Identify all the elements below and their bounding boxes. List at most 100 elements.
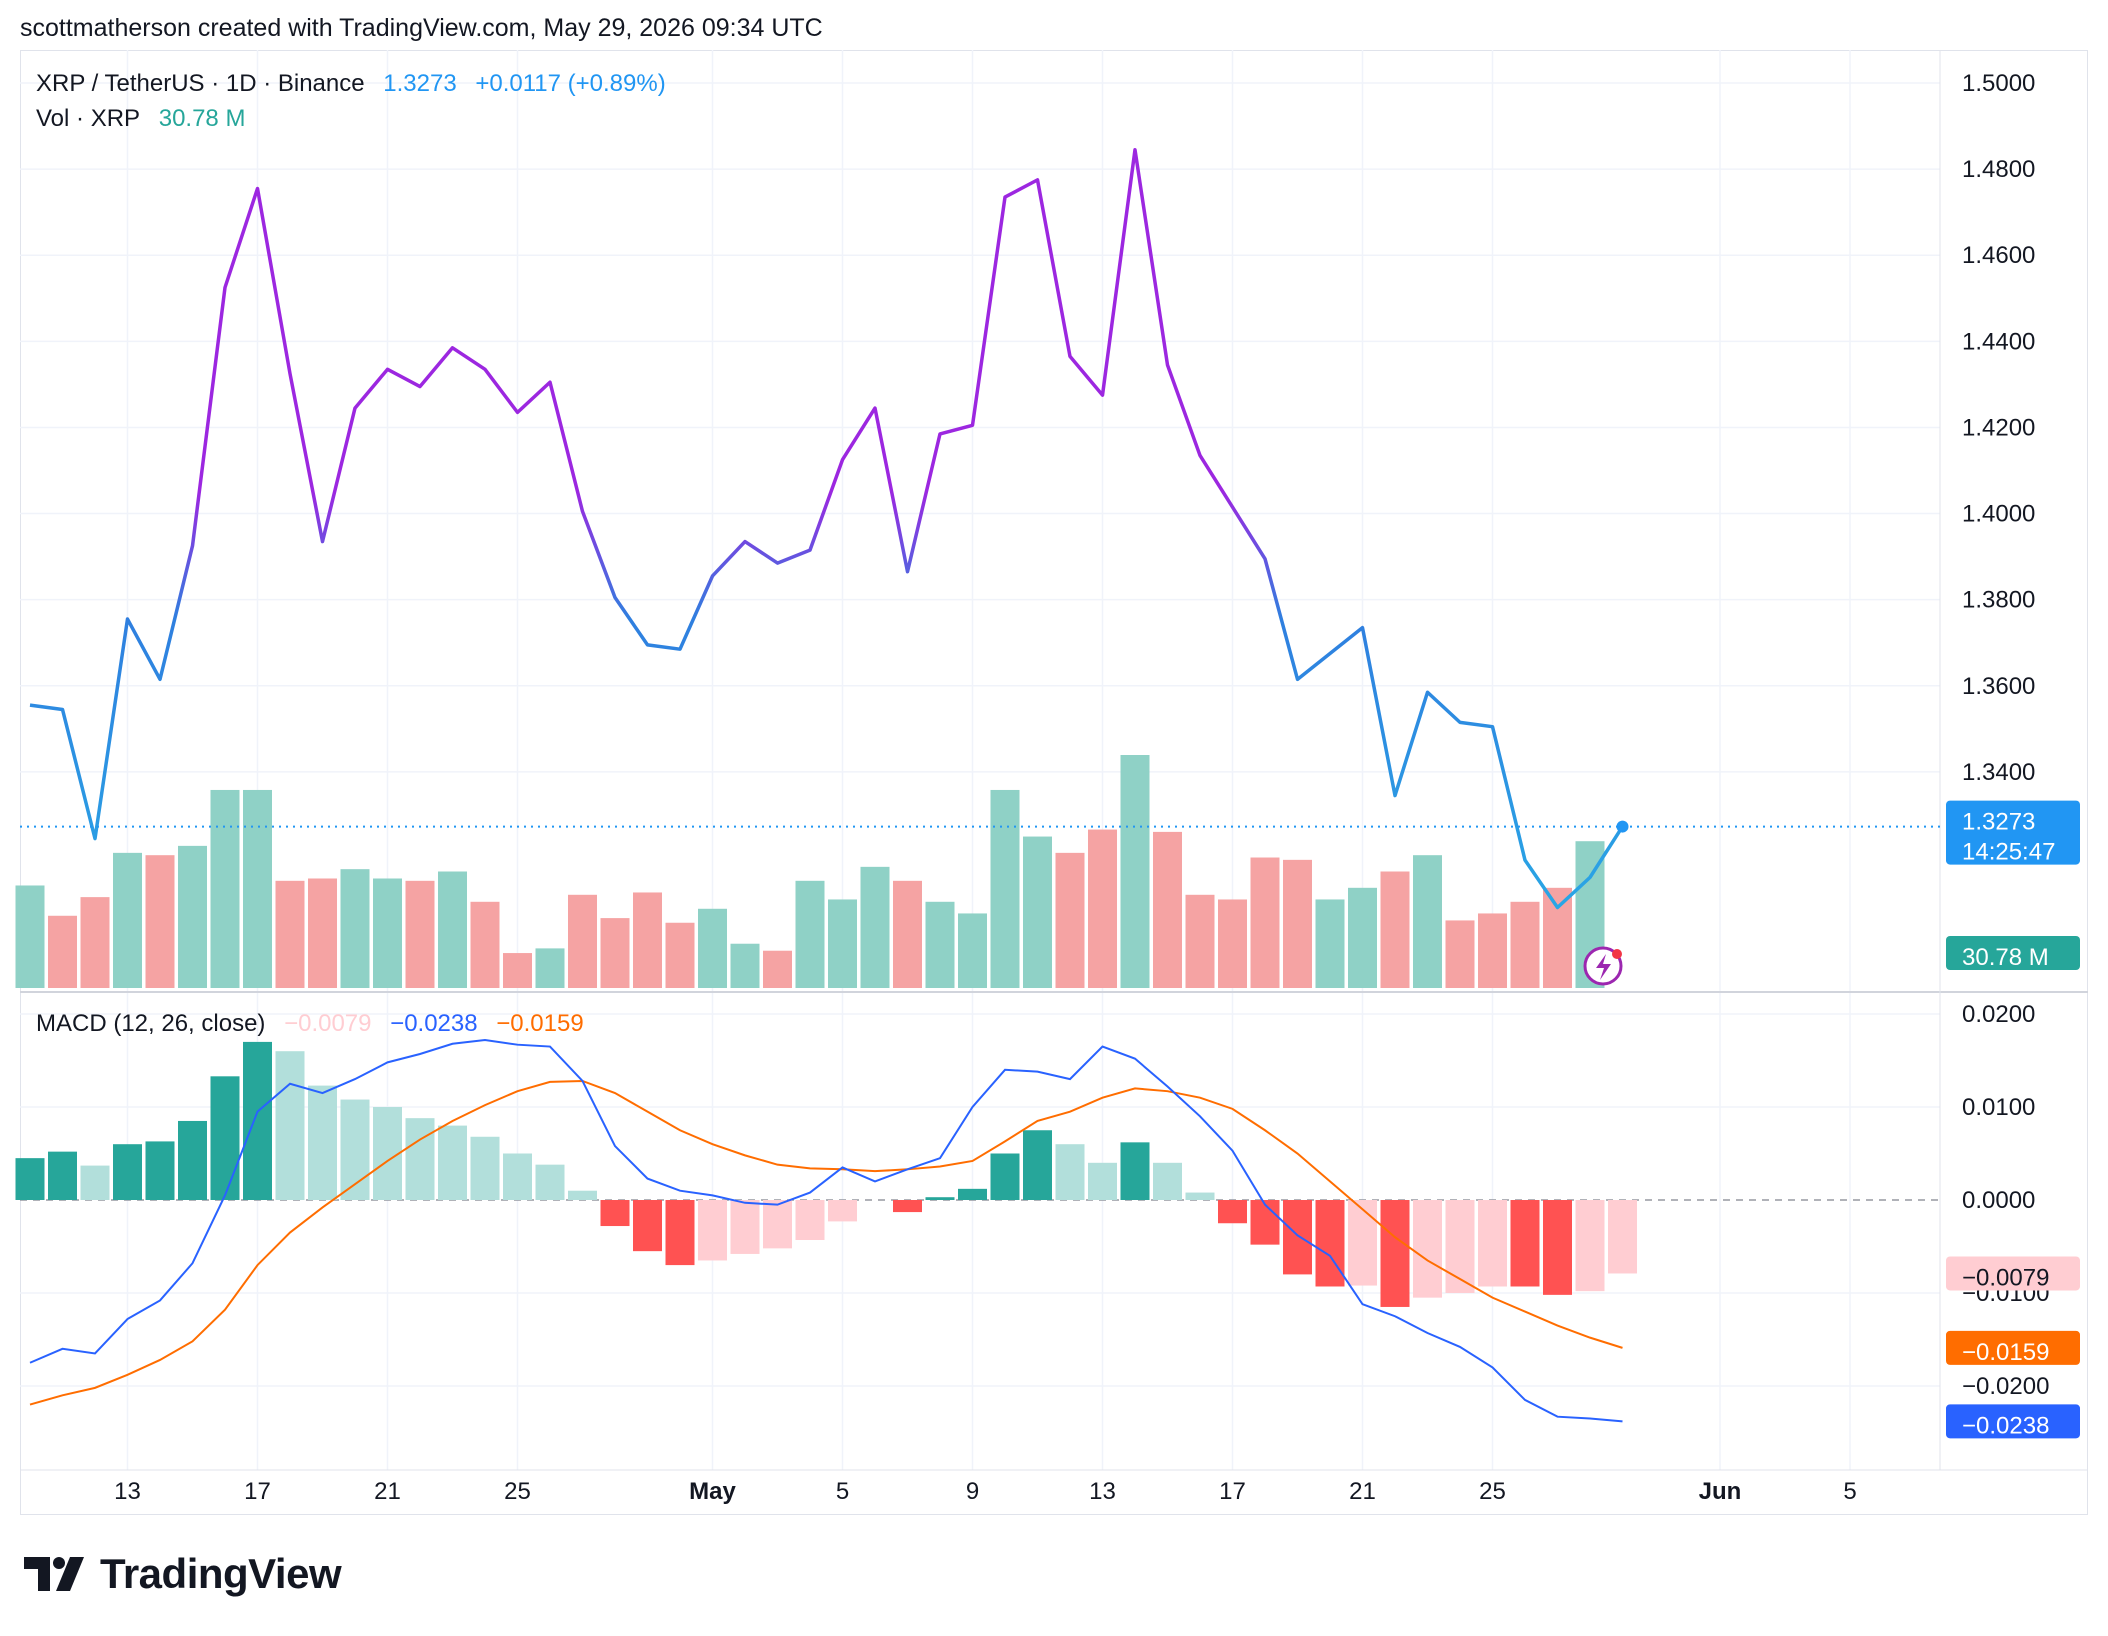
chart-frame[interactable] — [20, 50, 2088, 1515]
volume-bar — [1510, 901, 1540, 988]
macd-histogram-bar — [1315, 1200, 1345, 1287]
macd-signal-line[interactable] — [29, 1079, 1623, 1406]
volume-bar — [1283, 859, 1312, 988]
macd-histogram-bar — [1575, 1200, 1605, 1292]
macd-histogram-bar — [145, 1141, 175, 1200]
macd-histogram-bar — [15, 1158, 45, 1200]
macd-signal-tag: −0.0159 — [1946, 1330, 2080, 1366]
macd-histogram-bar — [1380, 1200, 1410, 1307]
volume-value-tag-text: 30.78 M — [1962, 944, 2049, 971]
macd-histogram-bar — [925, 1197, 955, 1200]
volume-bar — [470, 901, 500, 988]
grid-layer — [20, 50, 2088, 1471]
macd-hist-tag: −0.0079 — [1946, 1256, 2080, 1291]
legend-vol-label[interactable]: Vol · XRP — [36, 105, 141, 132]
macd-histogram-bar — [275, 1051, 305, 1200]
tradingview-logo[interactable]: TradingView — [24, 1550, 342, 1598]
macd-histogram-bar — [763, 1200, 792, 1249]
macd-histogram-bar — [568, 1190, 597, 1200]
volume-bars — [15, 755, 1605, 988]
volume-bar — [145, 855, 175, 988]
macd-histogram-bar — [600, 1200, 630, 1227]
macd-line[interactable] — [29, 1039, 1623, 1423]
last-price-tag-text: 1.3273 — [1962, 809, 2035, 836]
volume-bar — [860, 866, 890, 988]
volume-bar — [340, 869, 370, 988]
macd-histogram-bar — [1023, 1130, 1052, 1200]
price-axis-tick-label: 1.4800 — [1962, 156, 2035, 183]
macd-axis-tick-label: −0.0200 — [1962, 1373, 2049, 1400]
volume-value-tag-bg — [1946, 936, 2080, 970]
volume-bar — [15, 885, 45, 988]
time-axis-label: 9 — [966, 1478, 979, 1505]
volume-bar — [1088, 829, 1117, 988]
price-tags: 1.3273 14:25:47 30.78 M −0.0079 −0.0159 −0.02… — [1583, 800, 2080, 1439]
price-axis-tick-label: 1.4600 — [1962, 242, 2035, 269]
legend-symbol[interactable]: XRP / TetherUS · 1D · Binance — [36, 70, 365, 97]
chart-caption: scottmatherson created with TradingView.… — [20, 14, 823, 42]
macd-histogram-bar — [308, 1085, 337, 1200]
macd-line-tag-bg — [1946, 1404, 2080, 1439]
macd-histogram-bar — [470, 1136, 500, 1200]
legend-vol-value: 30.78 M — [158, 105, 246, 132]
chart-svg[interactable]: 1.3400 1.3600 1.3800 1.4000 1.4200 1.4400 1.46… — [0, 0, 2108, 1540]
macd-histogram-bar — [178, 1120, 207, 1200]
legend-last-price: 1.3273 — [383, 70, 457, 97]
price-axis-tick-label: 1.4400 — [1962, 328, 2035, 355]
time-axis-label: 25 — [504, 1478, 531, 1505]
macd-histogram-bar — [210, 1076, 240, 1200]
volume-bar — [828, 899, 857, 988]
volume-bar — [1055, 852, 1085, 988]
macd-line-tag: −0.0238 — [1946, 1404, 2080, 1439]
volume-bar — [568, 894, 597, 988]
volume-bar — [1250, 857, 1280, 988]
macd-histogram-bar — [1543, 1200, 1572, 1295]
time-axis-label: 5 — [836, 1478, 849, 1505]
time-axis-label: Jun — [1699, 1478, 1742, 1505]
macd-histogram-bar — [1413, 1200, 1442, 1298]
macd-histogram-bar — [1055, 1144, 1085, 1200]
volume-bar — [80, 897, 110, 988]
price-line[interactable] — [29, 147, 1624, 910]
price-axis-tick-label: 1.3800 — [1962, 587, 2035, 614]
last-price-tag-text: 14:25:47 — [1962, 839, 2055, 866]
last-price-tag-bg — [1946, 800, 2080, 865]
volume-bar — [763, 950, 792, 988]
last-price-tag: 1.3273 14:25:47 — [1946, 800, 2080, 866]
volume-bar — [1445, 920, 1475, 988]
alert-dot-icon — [1612, 949, 1622, 959]
lightning-alert-badge[interactable] — [1583, 946, 1623, 986]
macd-histogram-bar — [243, 1041, 272, 1200]
macd-histogram-bar — [535, 1164, 565, 1200]
time-axis-label: 5 — [1843, 1478, 1856, 1505]
last-price-dot — [1616, 820, 1629, 833]
volume-bar — [600, 918, 630, 988]
macd-histogram-bar — [893, 1200, 922, 1213]
volume-bar — [1413, 855, 1442, 988]
macd-histogram-bar — [438, 1125, 467, 1200]
price-line-layer — [20, 147, 1940, 910]
volume-bar — [308, 878, 337, 988]
volume-bar — [665, 922, 695, 988]
lightning-bolt-icon — [1596, 954, 1611, 980]
volume-bar — [893, 880, 922, 988]
macd-signal-tag-text: −0.0159 — [1962, 1339, 2049, 1366]
legend-macd-hist: −0.0079 — [284, 1010, 372, 1037]
macd-histogram-bar — [1120, 1142, 1150, 1200]
legend-macd-row: MACD (12, 26, close) −0.0079 −0.0238 −0.… — [36, 1010, 596, 1038]
macd-layer — [15, 1039, 1940, 1423]
macd-histogram-bar — [828, 1200, 857, 1222]
legend-macd-label[interactable]: MACD (12, 26, close) — [36, 1010, 266, 1037]
volume-bar — [405, 880, 435, 988]
volume-value-tag: 30.78 M — [1946, 936, 2080, 971]
macd-histogram-bar — [1283, 1200, 1312, 1275]
price-axis-tick-label: 1.4000 — [1962, 501, 2035, 528]
macd-histogram-bar — [990, 1153, 1020, 1200]
macd-histogram-bar — [698, 1200, 727, 1261]
macd-histogram-bar — [1348, 1200, 1377, 1286]
price-axis-tick-label: 1.4200 — [1962, 414, 2035, 441]
macd-histogram-bar — [1088, 1162, 1117, 1200]
time-axis-label: 21 — [1349, 1478, 1376, 1505]
macd-histogram-bar — [1478, 1200, 1507, 1287]
volume-bar — [925, 901, 955, 988]
